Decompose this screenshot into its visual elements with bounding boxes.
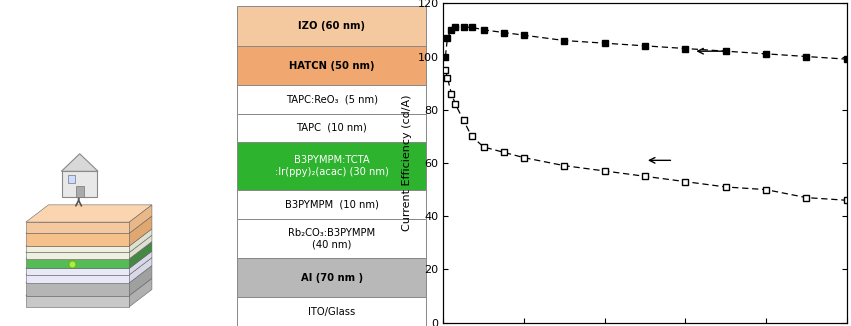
Text: B3PYMPM:TCTA
:Ir(ppy)₂(acac) (30 nm): B3PYMPM:TCTA :Ir(ppy)₂(acac) (30 nm) — [275, 156, 389, 177]
Polygon shape — [26, 205, 152, 222]
Text: Al (70 nm ): Al (70 nm ) — [300, 273, 363, 283]
Polygon shape — [26, 278, 152, 296]
Polygon shape — [129, 251, 152, 275]
Polygon shape — [26, 242, 152, 259]
Y-axis label: Current Efficiency (cd/A): Current Efficiency (cd/A) — [402, 95, 412, 231]
Text: ITO/Glass: ITO/Glass — [308, 307, 355, 317]
Polygon shape — [61, 154, 98, 171]
Bar — [237, 219, 426, 258]
Text: HATCN (50 nm): HATCN (50 nm) — [288, 61, 374, 70]
Text: Rb₂CO₃:B3PYMPM
(40 nm): Rb₂CO₃:B3PYMPM (40 nm) — [288, 228, 375, 249]
Bar — [237, 258, 426, 298]
Polygon shape — [26, 283, 129, 296]
Bar — [237, 85, 426, 114]
Polygon shape — [62, 171, 97, 197]
Polygon shape — [26, 251, 152, 268]
Polygon shape — [129, 278, 152, 307]
Polygon shape — [76, 186, 83, 197]
Bar — [237, 142, 426, 190]
Polygon shape — [26, 266, 152, 283]
Polygon shape — [26, 222, 129, 233]
Polygon shape — [129, 266, 152, 296]
Polygon shape — [26, 259, 129, 268]
Text: TAPC  (10 nm): TAPC (10 nm) — [296, 123, 367, 133]
Polygon shape — [26, 296, 129, 307]
Polygon shape — [26, 258, 152, 275]
Polygon shape — [26, 216, 152, 233]
Polygon shape — [129, 205, 152, 233]
Polygon shape — [129, 258, 152, 283]
Polygon shape — [129, 229, 152, 252]
Bar — [237, 7, 426, 46]
Polygon shape — [129, 235, 152, 259]
Bar — [237, 114, 426, 142]
Polygon shape — [26, 252, 129, 259]
Bar — [237, 298, 426, 326]
Polygon shape — [26, 235, 152, 252]
Text: IZO (60 nm): IZO (60 nm) — [298, 21, 365, 31]
Polygon shape — [68, 175, 76, 184]
Text: B3PYMPM  (10 nm): B3PYMPM (10 nm) — [285, 200, 379, 210]
Polygon shape — [26, 233, 129, 246]
Text: TAPC:ReO₃  (5 nm): TAPC:ReO₃ (5 nm) — [286, 95, 378, 104]
Polygon shape — [26, 275, 129, 283]
Bar — [237, 190, 426, 219]
Polygon shape — [26, 246, 129, 252]
Polygon shape — [26, 229, 152, 246]
Bar — [237, 46, 426, 85]
Polygon shape — [129, 242, 152, 268]
Polygon shape — [129, 216, 152, 246]
Polygon shape — [26, 268, 129, 275]
